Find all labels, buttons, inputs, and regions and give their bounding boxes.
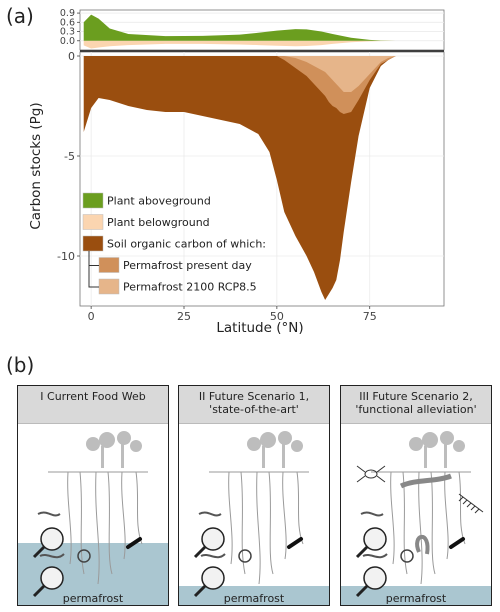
- springtail-icon: [449, 537, 465, 549]
- legend-bracket: [88, 251, 99, 288]
- top-y-tick-label: 0.9: [60, 8, 75, 19]
- earthworm-icon: [360, 511, 388, 559]
- plant-cluster-icon: [409, 431, 465, 468]
- legend-label: Permafrost present day: [123, 259, 252, 272]
- root-network-icon: [48, 471, 148, 585]
- series-area-plant-aboveground: [83, 14, 396, 41]
- panel-a-letter: (a): [6, 4, 34, 28]
- legend-label: Plant belowground: [107, 216, 210, 229]
- permafrost-label: permafrost: [385, 592, 447, 605]
- legend-swatch: [82, 235, 104, 252]
- magnifier-icon: [193, 527, 225, 559]
- nematode-coil-icon: [400, 549, 414, 563]
- plant-cluster-icon: [247, 431, 303, 468]
- bottom-y-tick-label: -10: [57, 250, 75, 263]
- legend-label: Soil organic carbon of which:: [107, 238, 266, 251]
- scenario-panel-functional-alleviation: permafrost: [340, 385, 492, 606]
- x-tick-label: 25: [177, 310, 191, 323]
- root-network-icon: [209, 471, 309, 585]
- plant-cluster-icon: [86, 431, 142, 468]
- magnifier-icon: [355, 566, 387, 598]
- series-area-permafrost-2100: [83, 56, 396, 92]
- top-y-tick-label: 0.0: [60, 36, 75, 47]
- large-earthworm-icon: [399, 473, 452, 555]
- scenario-title: III Future Scenario 2, 'functional allev…: [341, 386, 491, 424]
- carbon-stocks-chart: 0.00.30.60.9 0 -5 -10 0 25 50 75 Plant abovegrou…: [57, 8, 445, 323]
- permafrost-label: permafrost: [223, 592, 285, 605]
- legend-swatch: [98, 278, 120, 295]
- magnifier-icon: [193, 566, 225, 598]
- legend-swatch: [82, 192, 104, 209]
- scenario-panel-state-of-the-art: permafrost II Future Scenario 1, 'state-…: [178, 385, 330, 606]
- top-y-tick-label: 0.6: [60, 17, 75, 28]
- series-area-plant-belowground: [83, 40, 396, 49]
- springtail-icon: [287, 537, 303, 549]
- root-network-icon: [371, 471, 471, 585]
- x-tick-label: 0: [88, 310, 95, 323]
- legend-swatch: [82, 214, 104, 230]
- permafrost-band: permafrost: [341, 586, 491, 605]
- food-web-illustration: [193, 431, 309, 598]
- food-web-illustration: [32, 431, 148, 598]
- legend-swatch: [98, 257, 120, 273]
- scenario-title: I Current Food Web: [18, 386, 168, 424]
- magnifier-icon: [32, 527, 64, 559]
- legend-label: Plant aboveground: [107, 195, 211, 208]
- scenario-panel-current: permafrost I Current Food Web: [17, 385, 169, 606]
- earthworm-icon: [198, 511, 226, 559]
- magnifier-icon: [355, 527, 387, 559]
- permafrost-label: permafrost: [62, 592, 124, 605]
- springtail-icon: [126, 537, 142, 549]
- food-web-illustration: [355, 431, 484, 598]
- millipede-icon: [458, 493, 484, 514]
- top-y-tick-label: 0.3: [60, 27, 75, 38]
- earthworm-icon: [37, 511, 65, 559]
- x-tick-label: 75: [363, 310, 377, 323]
- series-area-permafrost-present: [83, 56, 396, 114]
- magnifier-icon: [32, 566, 64, 598]
- x-tick-label: 50: [270, 310, 284, 323]
- legend-label: Permafrost 2100 RCP8.5: [123, 281, 257, 294]
- x-axis-title: Latitude (°N): [216, 320, 304, 336]
- nematode-coil-icon: [238, 549, 252, 563]
- scenario-title: II Future Scenario 1, 'state-of-the-art': [179, 386, 329, 424]
- series-area-soil-organic-carbon: [83, 56, 396, 300]
- panel-b-letter: (b): [6, 353, 35, 377]
- bottom-y-tick-label: -5: [64, 150, 75, 163]
- nematode-coil-icon: [77, 549, 91, 563]
- spider-icon: [356, 465, 386, 483]
- permafrost-band: permafrost: [179, 586, 329, 605]
- bottom-y-tick-label: 0: [68, 50, 75, 63]
